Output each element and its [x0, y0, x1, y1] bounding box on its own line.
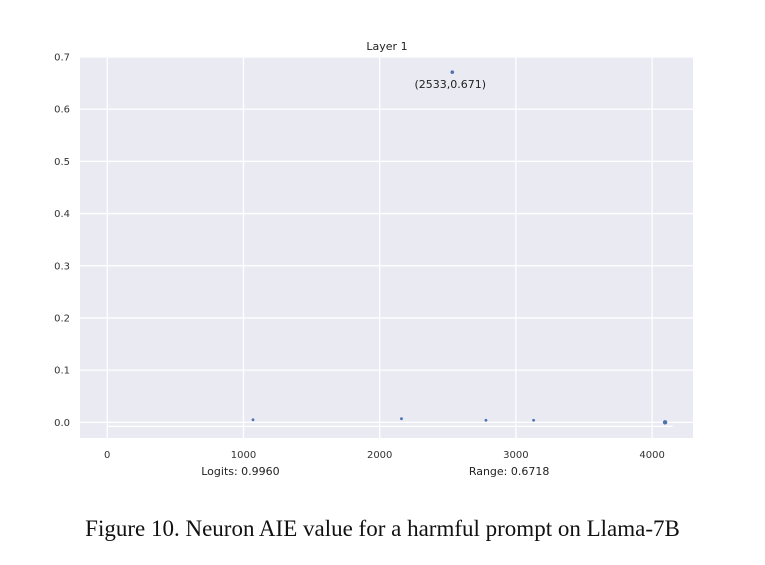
- data-point: [450, 70, 455, 74]
- grid-lines: [80, 56, 693, 438]
- y-tick-label: 0.4: [54, 209, 70, 220]
- y-tick-label: 0.1: [54, 366, 70, 377]
- data-point: [484, 418, 488, 422]
- peak-annotation: (2533,0.671): [415, 78, 487, 91]
- range-label: Range: 0.6718: [469, 465, 550, 478]
- scatter-chart: 0 1000 2000 3000 4000 0.00.10.20.30.40.50.60…: [54, 40, 693, 478]
- x-tick-label: 2000: [367, 450, 392, 461]
- chart-title: Layer 1: [366, 40, 407, 53]
- data-points: [251, 70, 668, 425]
- x-tick-label: 1000: [231, 450, 256, 461]
- data-point: [400, 417, 403, 421]
- y-tick-label: 0.2: [54, 313, 70, 324]
- data-point: [251, 418, 255, 422]
- y-tick-label: 0.7: [54, 53, 70, 64]
- y-tick-labels: 0.0 0.1 0.2 0.3 0.4 0.5 0.6 0.7: [54, 53, 70, 429]
- figure-caption: Figure 10. Neuron AIE value for a harmfu…: [85, 516, 680, 541]
- data-point: [662, 420, 668, 425]
- plot-background: [80, 57, 693, 438]
- y-tick-label: 0.5: [54, 157, 70, 168]
- x-tick-label: 3000: [503, 450, 528, 461]
- x-tick-label: 4000: [639, 450, 664, 461]
- x-tick-label: 0: [104, 450, 110, 461]
- y-tick-label: 0.0: [54, 418, 70, 429]
- data-point: [532, 418, 536, 422]
- y-tick-label: 0.6: [54, 105, 70, 116]
- y-tick-label: 0.3: [54, 261, 70, 272]
- logits-label: Logits: 0.9960: [201, 465, 279, 478]
- x-tick-labels: 0 1000 2000 3000 4000: [104, 450, 665, 461]
